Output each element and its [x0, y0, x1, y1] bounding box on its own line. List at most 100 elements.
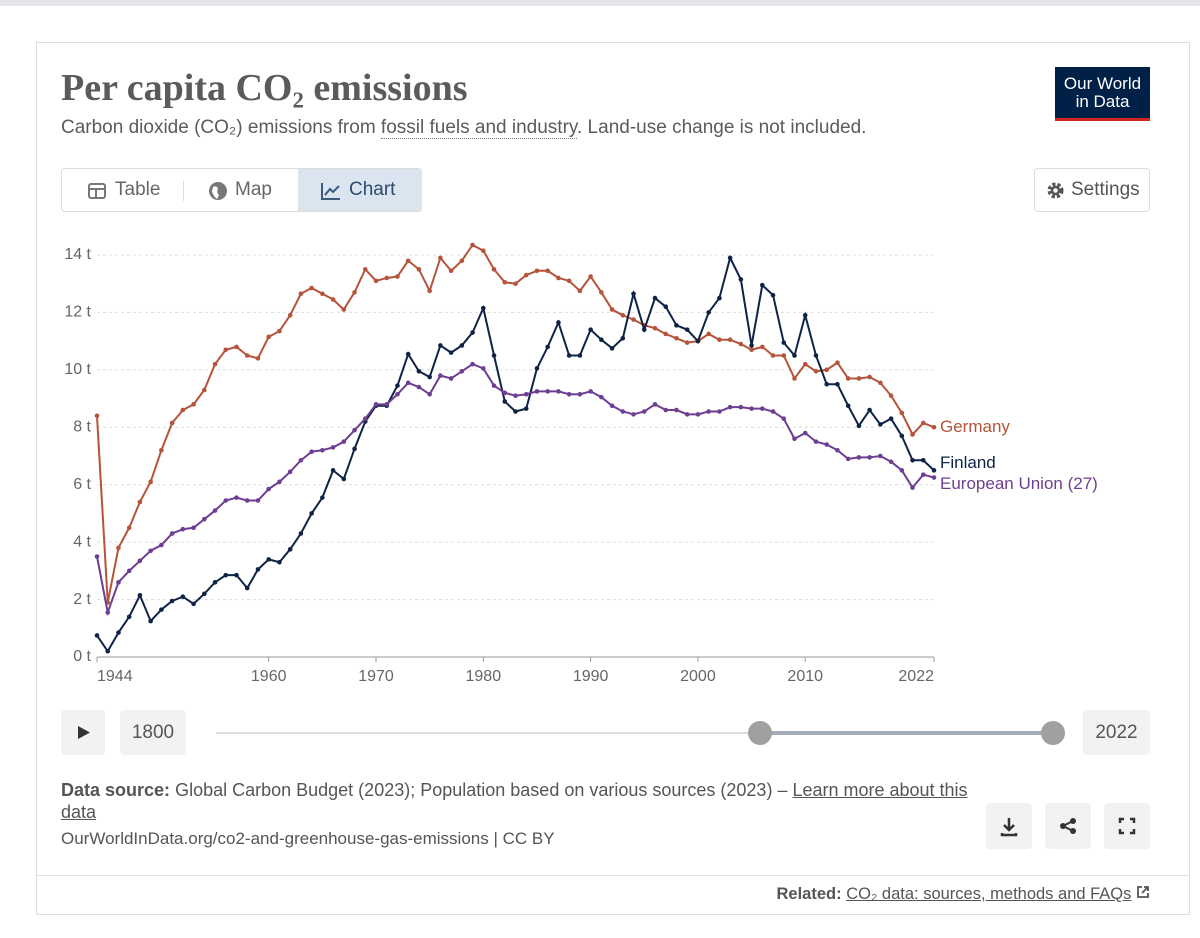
data-point — [298, 458, 304, 463]
data-point — [159, 607, 164, 612]
play-button[interactable] — [61, 710, 105, 755]
y-tick-label: 2 t — [73, 591, 91, 608]
timeline-handle[interactable] — [748, 721, 772, 745]
timeline-end[interactable]: 2022 — [1083, 710, 1150, 755]
y-tick-label: 0 t — [73, 648, 91, 665]
tab-separator — [183, 181, 184, 201]
data-point — [384, 402, 390, 407]
data-point — [609, 307, 615, 312]
data-point — [202, 387, 207, 393]
data-point — [749, 343, 754, 348]
y-tick-label: 6 t — [73, 476, 91, 493]
timeline-handle[interactable] — [1041, 721, 1065, 745]
data-point — [534, 366, 540, 371]
series-line — [96, 362, 935, 617]
data-point — [588, 389, 593, 394]
tab-chart[interactable]: Chart — [349, 179, 396, 200]
data-point — [502, 279, 508, 285]
data-point — [223, 572, 229, 578]
learn-more-link[interactable]: Learn more about this data — [61, 780, 968, 822]
fullscreen-button[interactable] — [1104, 803, 1150, 849]
tab-map[interactable]: Map — [235, 179, 272, 200]
logo-line: Our World — [1063, 74, 1142, 93]
source-label: Data source: — [61, 780, 171, 800]
data-point — [620, 335, 626, 341]
data-point — [448, 268, 454, 274]
data-point — [298, 291, 304, 297]
data-point — [706, 409, 711, 414]
download-button[interactable] — [986, 803, 1032, 849]
data-point — [405, 351, 411, 357]
data-point — [244, 353, 250, 358]
data-point — [352, 446, 357, 452]
tab-table[interactable]: Table — [115, 179, 161, 200]
data-point — [845, 376, 851, 381]
y-tick-label: 4 t — [73, 533, 91, 550]
data-point — [878, 453, 883, 459]
series-label: Finland — [940, 453, 996, 472]
data-point — [835, 360, 840, 365]
series-line — [96, 255, 935, 654]
subtitle-link[interactable]: fossil fuels and industry — [380, 117, 577, 139]
data-point — [116, 545, 121, 551]
data-point — [577, 391, 583, 397]
data-source: Data source: Global Carbon Budget (2023)… — [61, 779, 981, 823]
data-point — [867, 407, 872, 413]
settings-button[interactable]: Settings — [1034, 168, 1150, 212]
timeline-start[interactable]: 1800 — [120, 710, 186, 755]
y-tick-label: 14 t — [64, 246, 91, 263]
data-point — [148, 618, 153, 624]
data-point — [545, 344, 550, 350]
data-point — [180, 526, 186, 532]
data-point — [266, 334, 271, 340]
related-link[interactable]: CO₂ data: sources, methods and FAQs — [846, 885, 1132, 903]
data-point — [824, 381, 829, 387]
data-point — [427, 288, 432, 294]
data-point — [878, 380, 883, 386]
data-point — [760, 344, 765, 350]
data-point — [234, 495, 239, 500]
data-point — [309, 511, 314, 516]
data-point — [760, 406, 765, 411]
share-button[interactable] — [1045, 803, 1091, 849]
data-point — [599, 394, 604, 400]
data-point — [845, 403, 851, 409]
data-point — [180, 594, 186, 599]
data-point — [599, 337, 604, 343]
share-icon — [1060, 818, 1076, 834]
data-point — [523, 391, 529, 397]
data-point — [277, 328, 282, 334]
data-point — [523, 406, 529, 411]
data-point — [824, 442, 829, 447]
data-point — [502, 390, 508, 396]
data-point — [459, 343, 465, 348]
source-text: Global Carbon Budget (2023); Population … — [175, 780, 793, 800]
source-url[interactable]: OurWorldInData.org/co2-and-greenhouse-ga… — [61, 829, 555, 848]
data-point — [137, 558, 143, 564]
data-point — [491, 353, 497, 358]
data-point — [802, 430, 808, 436]
data-point — [781, 353, 787, 358]
data-point — [534, 389, 540, 394]
data-point — [899, 468, 905, 473]
data-point — [867, 455, 872, 460]
chart-title: Per capita CO₂ emissions — [61, 67, 468, 109]
data-point — [416, 368, 422, 374]
data-point — [169, 531, 175, 536]
data-point — [609, 403, 615, 409]
data-point — [137, 499, 143, 505]
data-point — [556, 275, 561, 281]
data-point — [577, 288, 583, 294]
data-point — [212, 508, 218, 513]
data-point — [502, 399, 508, 404]
divider — [37, 875, 1190, 876]
data-point — [330, 297, 336, 302]
data-point — [148, 548, 153, 554]
timeline-range — [760, 731, 1053, 735]
data-point — [513, 393, 518, 399]
data-point — [813, 353, 819, 358]
logo[interactable]: Our World in Data — [1055, 67, 1150, 121]
data-point — [352, 290, 357, 295]
data-point — [405, 258, 411, 264]
